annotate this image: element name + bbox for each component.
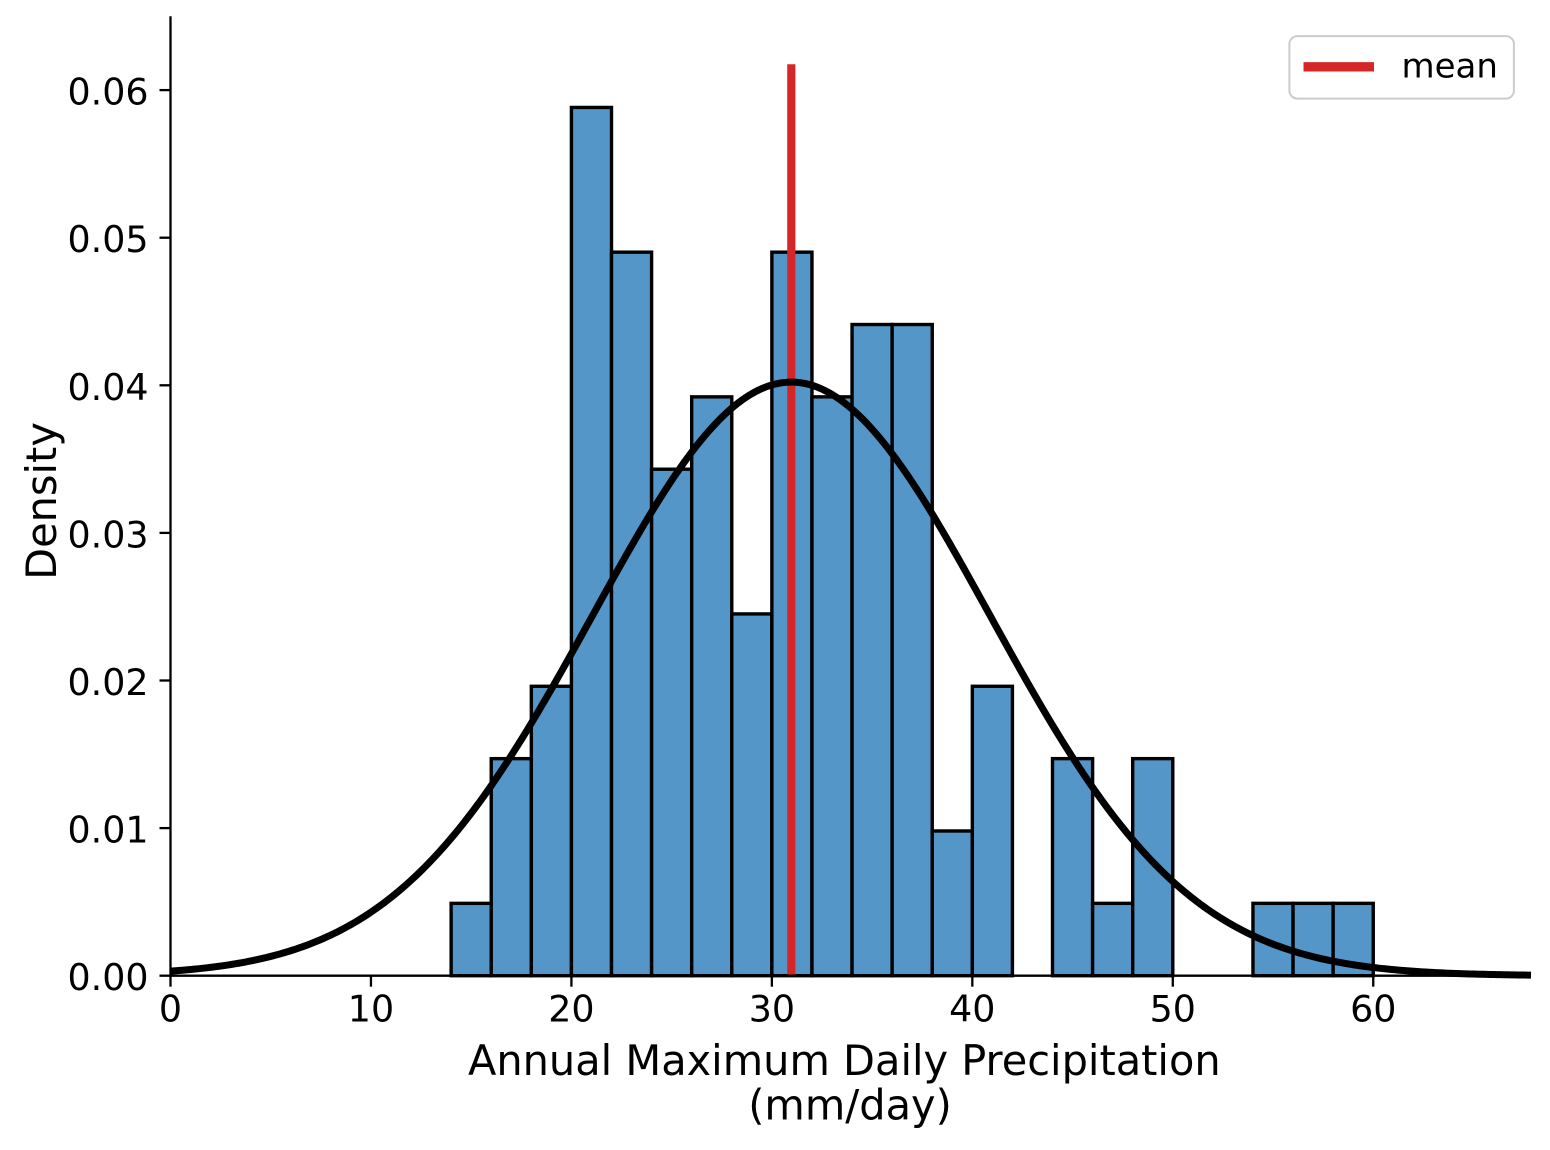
axes: 0 10 20 30 40 50 60 0.00 0.01 0.02 0.03 0.04 0.05 0.0… — [67, 16, 1531, 1031]
histogram-bar — [850, 322, 894, 978]
histogram-bar — [890, 322, 934, 978]
y-tick-label: 0.06 — [67, 71, 148, 114]
density-curve — [170, 378, 1532, 979]
histogram-bar — [970, 684, 1015, 978]
histogram-bar — [1050, 756, 1095, 978]
legend-frame — [1288, 35, 1515, 100]
x-tick-label: 10 — [348, 988, 394, 1031]
y-tick-label: 0.00 — [67, 956, 148, 999]
x-tick-label: 60 — [1350, 988, 1396, 1031]
y-tick-label: 0.02 — [67, 661, 148, 704]
x-tick-label: 50 — [1150, 988, 1196, 1031]
y-tick-label: 0.05 — [67, 218, 148, 261]
x-tick-label: 20 — [548, 988, 594, 1031]
y-axis-label: Density — [17, 422, 66, 580]
histogram-bar — [810, 395, 854, 978]
legend: mean — [1288, 35, 1515, 100]
histogram-bar — [529, 684, 574, 978]
y-tick-label: 0.01 — [67, 809, 148, 852]
histogram-bar — [649, 467, 694, 978]
histogram-bar — [609, 250, 654, 978]
y-tick-label: 0.04 — [67, 366, 148, 409]
histogram-bar — [449, 901, 493, 978]
y-tick-label: 0.03 — [67, 513, 148, 556]
histogram-bar — [730, 612, 774, 978]
histogram-bar — [1130, 756, 1175, 978]
histogram-bar — [1090, 901, 1135, 978]
x-tick-label: 40 — [949, 988, 995, 1031]
histogram-bar — [1291, 901, 1335, 978]
legend-label-mean: mean — [1402, 47, 1498, 87]
x-axis-label-line2: (mm/day) — [748, 1081, 952, 1130]
histogram-bar — [569, 105, 614, 978]
x-tick-label: 30 — [749, 988, 795, 1031]
histogram-bar — [489, 756, 534, 978]
histogram-bar — [689, 395, 734, 978]
x-tick-label: 0 — [159, 988, 182, 1031]
x-axis-label-line1: Annual Maximum Daily Precipitation — [468, 1036, 1221, 1085]
histogram-bar — [930, 829, 975, 978]
